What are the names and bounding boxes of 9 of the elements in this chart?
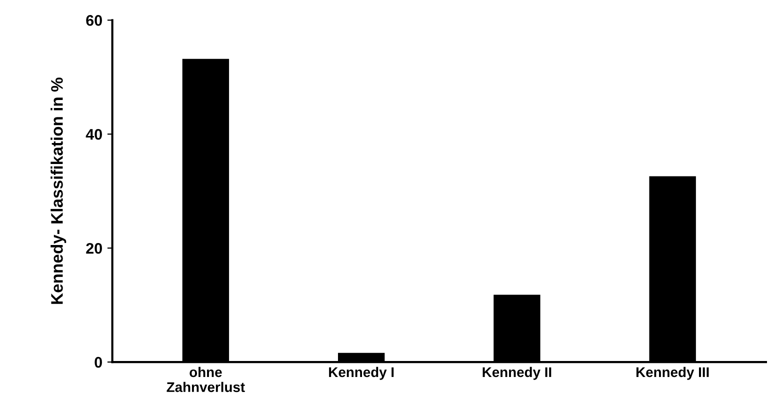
y-tick-label: 40 [86, 128, 102, 140]
y-tick-label: 20 [86, 242, 102, 254]
y-axis-title: Kennedy- Klassifikation in % [50, 78, 66, 304]
x-tick-label: Kennedy II [482, 366, 552, 380]
y-tick-label: 60 [86, 15, 102, 26]
y-tick-label: 0 [94, 356, 102, 368]
x-tick-label: ohne Zahnverlust [166, 366, 245, 392]
x-tick-label: Kennedy III [636, 366, 709, 380]
x-tick-label: Kennedy I [329, 366, 394, 380]
